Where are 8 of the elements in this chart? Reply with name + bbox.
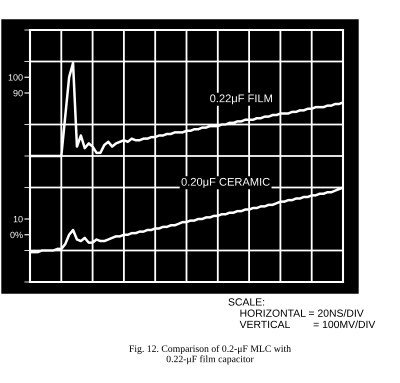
y-tick-label: 90 xyxy=(13,90,23,96)
caption: Fig. 12. Comparison of 0.2-μF MLC with 0.22-μF film capacitor xyxy=(129,345,291,364)
y-tick-label: 0% xyxy=(10,232,23,238)
y-tick-label: 10 xyxy=(14,216,23,222)
y-tick-label: 100 xyxy=(8,74,23,81)
series-label: 0.22μF FILM xyxy=(210,94,272,104)
series-label: 0.20μF CERAMIC xyxy=(181,178,270,188)
text: SCALE: HORIZONTAL = 20NS/DIV VERTICAL = 100MV/DIV xyxy=(228,298,376,328)
